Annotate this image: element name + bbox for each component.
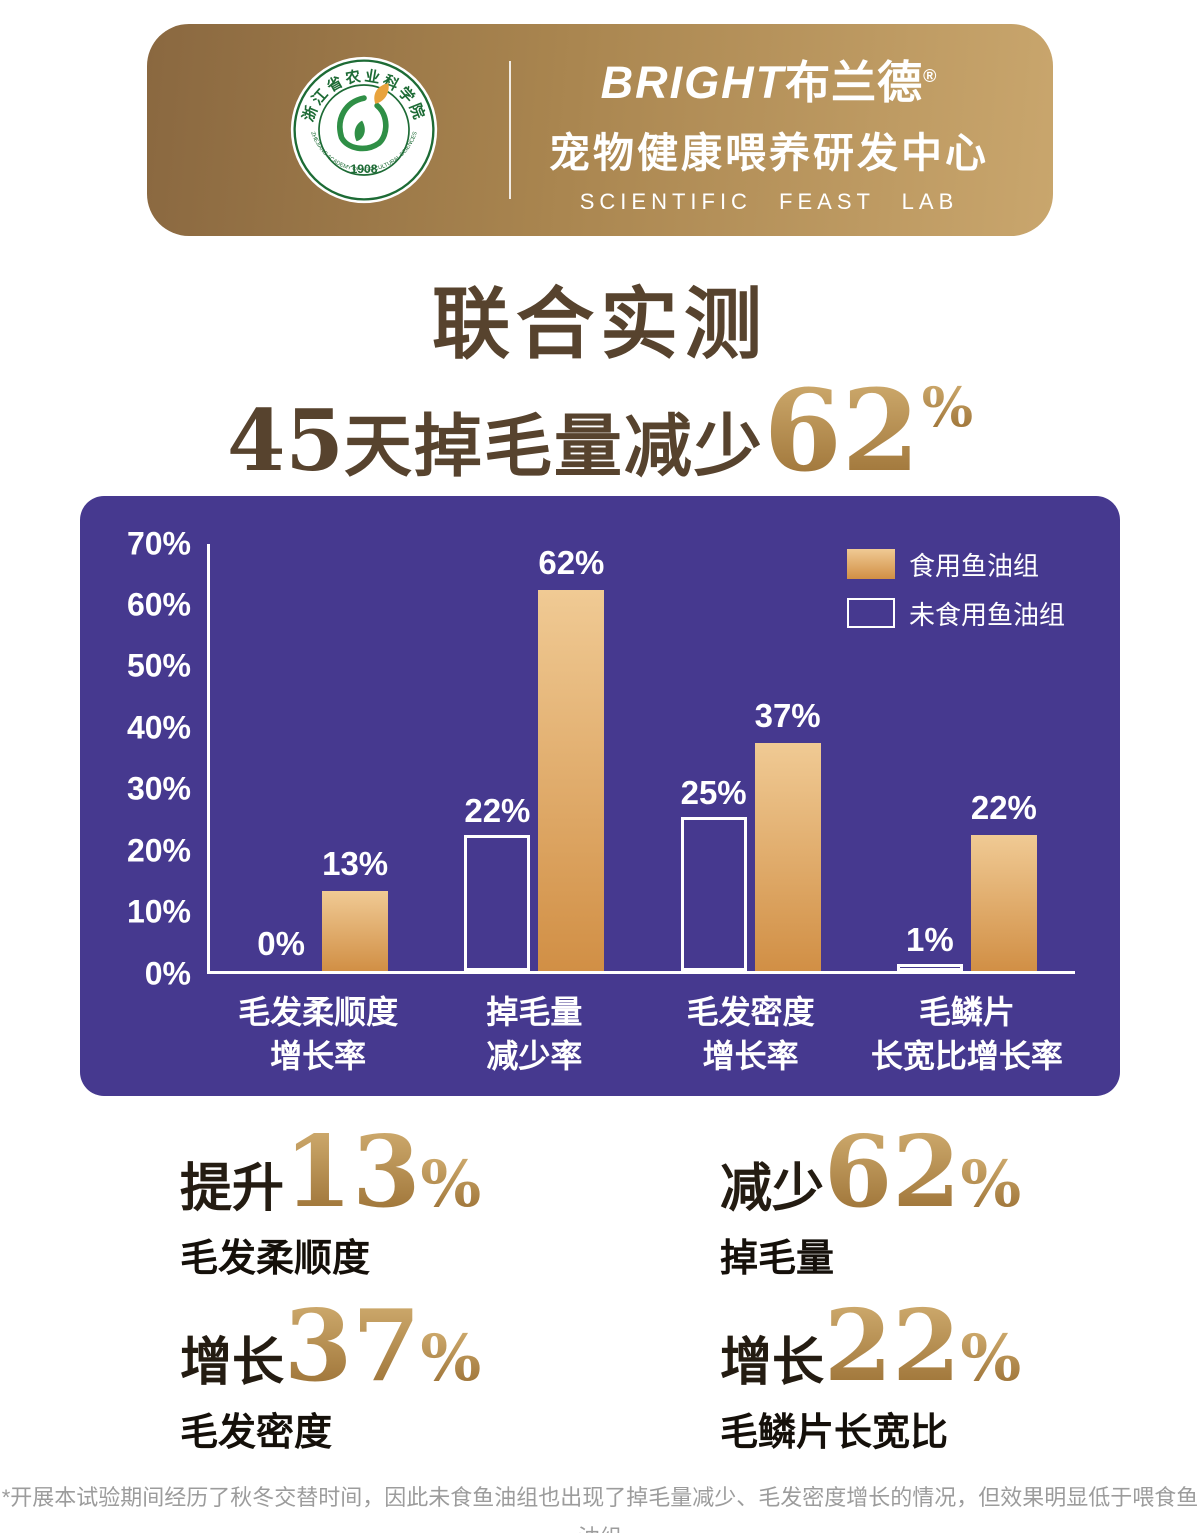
chart-panel: 70% 60% 50% 40% 30% 20% 10% 0% 0% 13% 22% 62% 25%… <box>80 495 1120 1096</box>
banner-text-block: BRIGHT布兰德® 宠物健康喂养研发中心 SCIENTIFIC FEAST L… <box>511 46 1053 215</box>
legend-label: 食用鱼油组 <box>908 550 1039 581</box>
headline-percent: % <box>921 374 974 439</box>
chart-legend: 食用鱼油组未食用鱼油组 <box>846 546 1065 644</box>
legend-label: 未食用鱼油组 <box>908 599 1065 630</box>
treatment-bar: 37% <box>755 697 821 971</box>
category-labels: 毛发柔顺度 增长率 掉毛量 减少率 毛发密度 增长率 毛鳞片 长宽比增长率 <box>210 990 1075 1080</box>
stat-percent-sign: % <box>960 1146 1022 1222</box>
brand-line: BRIGHT布兰德® <box>511 46 1027 111</box>
headline-big-number: 62 <box>763 365 920 497</box>
headline-line2: 45 天掉毛量减少 62 % <box>0 365 1200 497</box>
y-axis-labels: 70% 60% 50% 40% 30% 20% 10% 0% <box>115 525 207 991</box>
stats-grid: 提升 13 % 毛发柔顺度 减少 62 % 掉毛量 增长 37 % 毛发密度 增… <box>180 1114 1140 1456</box>
bar-value-label: 0% <box>257 924 305 962</box>
stat-label: 毛鳞片长宽比 <box>720 1411 949 1454</box>
stat-prefix: 增长 <box>180 1333 285 1392</box>
control-bar: 25% <box>681 774 747 971</box>
category-label: 掉毛量 减少率 <box>486 993 583 1075</box>
stat-prefix: 提升 <box>180 1159 285 1218</box>
treatment-bar: 62% <box>538 544 604 971</box>
stat-label: 毛发密度 <box>180 1411 333 1454</box>
logo-year: 1908 <box>350 162 377 176</box>
stat-percent-sign: % <box>420 1146 482 1222</box>
bar-group: 22% 62% <box>426 544 642 971</box>
stat-percent-sign: % <box>420 1320 482 1396</box>
y-axis-tick-label: 60% <box>126 586 191 623</box>
treatment-bar: 13% <box>322 845 388 971</box>
center-name-en: SCIENTIFIC FEAST LAB <box>579 188 959 214</box>
y-axis-tick-label: 20% <box>126 832 191 869</box>
stat-value: 62 <box>824 1114 961 1230</box>
trademark-symbol: ® <box>923 65 938 86</box>
headline-days: 45 <box>226 390 344 490</box>
stat-value: 13 <box>284 1114 421 1230</box>
banner-divider <box>509 61 511 199</box>
bar-value-label: 22% <box>970 789 1037 827</box>
stat-percent-sign: % <box>960 1320 1022 1396</box>
stat-softness: 提升 13 % 毛发柔顺度 <box>180 1114 720 1282</box>
headline-text: 天掉毛量减少 <box>343 408 764 485</box>
academy-logo: 浙江省农业科学院 ZHEJIANG ACADEMY OF AGRICULTURA… <box>290 56 438 204</box>
legend-swatch-filled <box>846 549 895 580</box>
control-bar: 22% <box>464 792 530 971</box>
bar-value-label: 1% <box>906 921 954 959</box>
y-axis-tick-label: 0% <box>144 955 191 992</box>
bar-value-label: 37% <box>754 697 821 735</box>
legend-item: 未食用鱼油组 <box>846 595 1065 632</box>
header-banner: 浙江省农业科学院 ZHEJIANG ACADEMY OF AGRICULTURA… <box>147 24 1053 236</box>
y-axis-tick-label: 30% <box>126 770 191 807</box>
bar-value-label: 13% <box>322 844 389 882</box>
leaf-emblem-icon <box>337 83 389 152</box>
y-axis-tick-label: 70% <box>126 525 191 562</box>
bar-value-label: 22% <box>464 792 531 830</box>
bar-group: 25% 37% <box>643 544 859 971</box>
y-axis-tick-label: 40% <box>126 709 191 746</box>
footnote-1: *开展本试验期间经历了秋冬交替时间，因此未食鱼油组也出现了掉毛量减少、毛发密度增… <box>1 1484 1199 1533</box>
stat-label: 掉毛量 <box>720 1237 835 1280</box>
brand-name-en: BRIGHT <box>600 56 786 108</box>
category-label: 毛发柔顺度 增长率 <box>238 993 399 1075</box>
headline-line1: 联合实测 <box>431 280 768 368</box>
brand-name-cn: 布兰德 <box>785 56 924 108</box>
legend-item: 食用鱼油组 <box>846 546 1065 583</box>
center-name: 宠物健康喂养研发中心 <box>549 129 989 176</box>
control-bar: 1% <box>896 921 963 971</box>
treatment-bar: 22% <box>971 789 1037 971</box>
stat-cuticle: 增长 22 % 毛鳞片长宽比 <box>720 1288 1140 1456</box>
stat-prefix: 增长 <box>720 1333 825 1392</box>
stat-value: 22 <box>824 1288 961 1404</box>
y-axis-tick-label: 10% <box>126 893 191 930</box>
stat-value: 37 <box>284 1288 421 1404</box>
category-label: 毛鳞片 长宽比增长率 <box>870 993 1063 1075</box>
bar-group: 0% 13% <box>210 544 426 971</box>
stat-prefix: 减少 <box>720 1159 825 1218</box>
legend-swatch-outline <box>846 598 895 629</box>
stat-label: 毛发柔顺度 <box>180 1237 371 1280</box>
category-label: 毛发密度 增长率 <box>686 993 815 1075</box>
stat-density: 增长 37 % 毛发密度 <box>180 1288 720 1456</box>
bar-value-label: 25% <box>680 774 747 812</box>
stat-shedding: 减少 62 % 掉毛量 <box>720 1114 1140 1282</box>
footnotes: *开展本试验期间经历了秋冬交替时间，因此未食鱼油组也出现了掉毛量减少、毛发密度增… <box>0 1478 1200 1533</box>
y-axis-tick-label: 50% <box>126 647 191 684</box>
headline: 联合实测 45 天掉毛量减少 62 % <box>0 278 1200 488</box>
bar-value-label: 62% <box>538 543 605 581</box>
